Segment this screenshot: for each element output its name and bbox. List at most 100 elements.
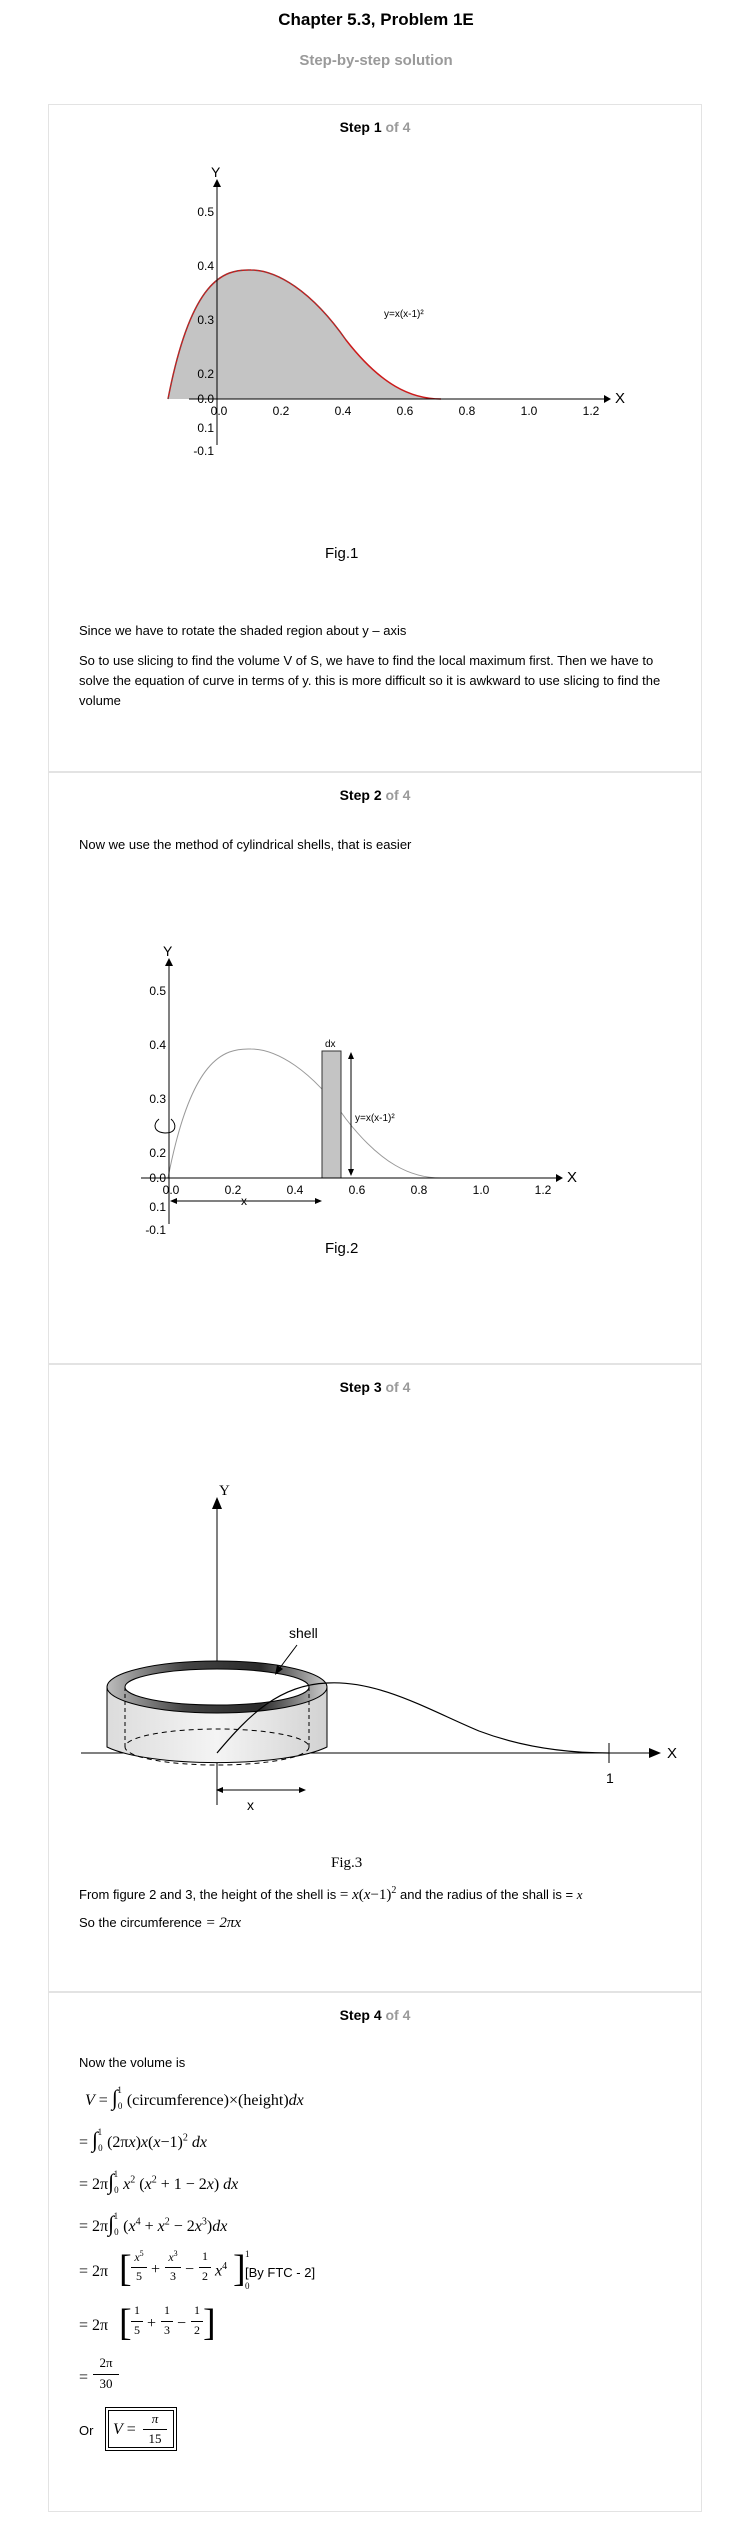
x-ticks: 0.0 0.2 0.4 0.6 0.8 1.0 1.2 (211, 404, 600, 418)
y-axis-label: Y (163, 943, 173, 959)
shell-label: shell (289, 1625, 318, 1641)
y-tick-label: 0.5 (197, 205, 214, 219)
equation-line-3: = 2π∫01x2 (x2 + 1 − 2x) dx (79, 2168, 239, 2196)
shell-pointer-head (275, 1665, 283, 1675)
step-3-card: Step 3 of 4 Y X (48, 1364, 702, 1992)
figure-caption: Fig.3 (331, 1855, 363, 1871)
y-tick-label: 0.2 (149, 1146, 166, 1160)
step-number: Step 3 (339, 1379, 382, 1395)
page-subtitle: Step-by-step solution (299, 52, 453, 69)
y-axis-arrow (213, 179, 221, 187)
step-of: of 4 (381, 119, 411, 135)
x-tick-label: 1.2 (583, 404, 600, 418)
step-number: Step 4 (339, 2007, 382, 2023)
x-arrow-left (216, 1787, 223, 1793)
figure-caption: Fig.2 (325, 1240, 359, 1257)
x-tick-label: 0.8 (411, 1183, 428, 1197)
height-arrow-top (348, 1052, 354, 1059)
step-3-heading: Step 3 of 4 (49, 1379, 701, 1395)
y-tick-label: 0.3 (197, 313, 214, 327)
height-math: = x(x−1)2 (339, 1885, 397, 1903)
shaded-region (168, 269, 441, 399)
y-tick-label: -0.1 (193, 444, 214, 458)
figure-2: Y X 0.5 0.4 0.3 0.2 0.1 0.0 -0.1 0.0 0.2… (141, 943, 577, 1237)
figure-caption: Fig.1 (325, 545, 359, 562)
circumference-math: = 2πx (205, 1915, 242, 1931)
shell-pointer (278, 1644, 298, 1670)
x-tick-label: 1.0 (473, 1183, 490, 1197)
y-tick-label: 0.2 (197, 367, 214, 381)
circumference-text: So the circumference (79, 1915, 202, 1930)
y-axis-label: Y (219, 1483, 230, 1499)
equation-line-4: = 2π∫01(x4 + x2 − 2x3)dx (79, 2210, 228, 2238)
final-answer: V = π 15 (105, 2407, 177, 2451)
x-tick-label: 0.6 (397, 404, 414, 418)
step-of: of 4 (381, 787, 411, 803)
y-tick-label: -0.1 (145, 1223, 166, 1237)
curve-label: y=x(x-1)² (355, 1113, 395, 1124)
y-axis-arrow (165, 958, 173, 966)
step-3-text-2: So the circumference = 2πx (79, 1913, 679, 1933)
y-tick-label: 0.1 (149, 1200, 166, 1214)
curve (216, 1682, 610, 1754)
radius-math: x (576, 1887, 583, 1902)
dx-label: dx (325, 1039, 336, 1050)
x-tick-label: 0.4 (335, 404, 352, 418)
step-1-text-1: Since we have to rotate the shaded regio… (79, 623, 407, 638)
figure-1: Y X 0.5 0.4 0.3 0.2 0.1 0.0 -0.1 0.0 0.2… (167, 165, 625, 458)
step-4-heading: Step 4 of 4 (49, 2007, 701, 2023)
y-tick-label: 0.0 (149, 1171, 166, 1185)
x-tick-label: 0.8 (459, 404, 476, 418)
y-ticks: 0.5 0.4 0.3 0.2 0.1 0.0 -0.1 (193, 205, 214, 458)
x-axis-label: X (667, 1745, 677, 1762)
x-axis-arrow (604, 395, 611, 403)
step-1-card: Step 1 of 4 Y X 0.5 0.4 0.3 0.2 0.1 0.0 … (48, 104, 702, 772)
x-tick-label: 0.2 (225, 1183, 242, 1197)
x-ticks: 0.0 0.2 0.4 0.6 0.8 1.0 1.2 (163, 1183, 552, 1197)
step-4-intro: Now the volume is (79, 2055, 186, 2070)
equation-line-1: V = ∫01(circumference)×(height)dx (85, 2084, 304, 2112)
y-ticks: 0.5 0.4 0.3 0.2 0.1 0.0 -0.1 (145, 984, 166, 1237)
x-tick-label: 1.0 (521, 404, 538, 418)
step-2-heading: Step 2 of 4 (49, 787, 701, 803)
y-tick-label: 0.0 (197, 392, 214, 406)
curve-top-dash (167, 269, 347, 400)
x-axis-label: X (567, 1169, 577, 1186)
shell-strip (321, 1050, 342, 1179)
y-tick-label: 0.4 (197, 259, 214, 273)
height-arrow-bottom (348, 1169, 354, 1176)
shell-inner (124, 1668, 310, 1706)
x-axis-label: X (615, 390, 625, 407)
x-axis-arrow (556, 1174, 563, 1182)
y-tick-label: 0.3 (149, 1092, 166, 1106)
one-label: 1 (606, 1770, 614, 1786)
step-1-heading: Step 1 of 4 (49, 119, 701, 135)
x-tick-label: 0.0 (163, 1183, 180, 1197)
equation-line-2: = ∫01(2πx)x(x−1)2 dx (79, 2126, 207, 2154)
step-1-text-2: So to use slicing to find the volume V o… (79, 653, 661, 708)
step-2-text-1: Now we use the method of cylindrical she… (79, 837, 412, 852)
ftc-note: [By FTC - 2] (245, 2265, 316, 2280)
y-tick-label: 0.1 (197, 421, 214, 435)
x-tick-label: 1.2 (535, 1183, 552, 1197)
step-of: of 4 (381, 2007, 411, 2023)
step-number: Step 1 (339, 119, 382, 135)
height-text: From figure 2 and 3, the height of the s… (79, 1887, 337, 1902)
step-2-card: Step 2 of 4 Now we use the method of cyl… (48, 772, 702, 1364)
radius-text: and the radius of the shall is = (400, 1887, 574, 1902)
x-mark: x (241, 1194, 247, 1208)
x-arrow-left (170, 1198, 177, 1204)
step-4-card: Step 4 of 4 Now the volume is V = ∫01(ci… (48, 1992, 702, 2512)
x-arrow-right (315, 1198, 322, 1204)
x-axis-arrow (649, 1748, 661, 1758)
curve-grey (167, 1048, 442, 1179)
step-3-text-1: From figure 2 and 3, the height of the s… (79, 1881, 679, 1905)
y-tick-label: 0.4 (149, 1038, 166, 1052)
y-axis-arrow (212, 1497, 222, 1509)
y-axis-label: Y (211, 165, 221, 180)
x-tick-label: 0.4 (287, 1183, 304, 1197)
step-number: Step 2 (339, 787, 382, 803)
rotation-arrow (154, 1118, 176, 1134)
curve-label: y=x(x-1)² (384, 309, 424, 320)
x-mark: x (247, 1797, 254, 1813)
